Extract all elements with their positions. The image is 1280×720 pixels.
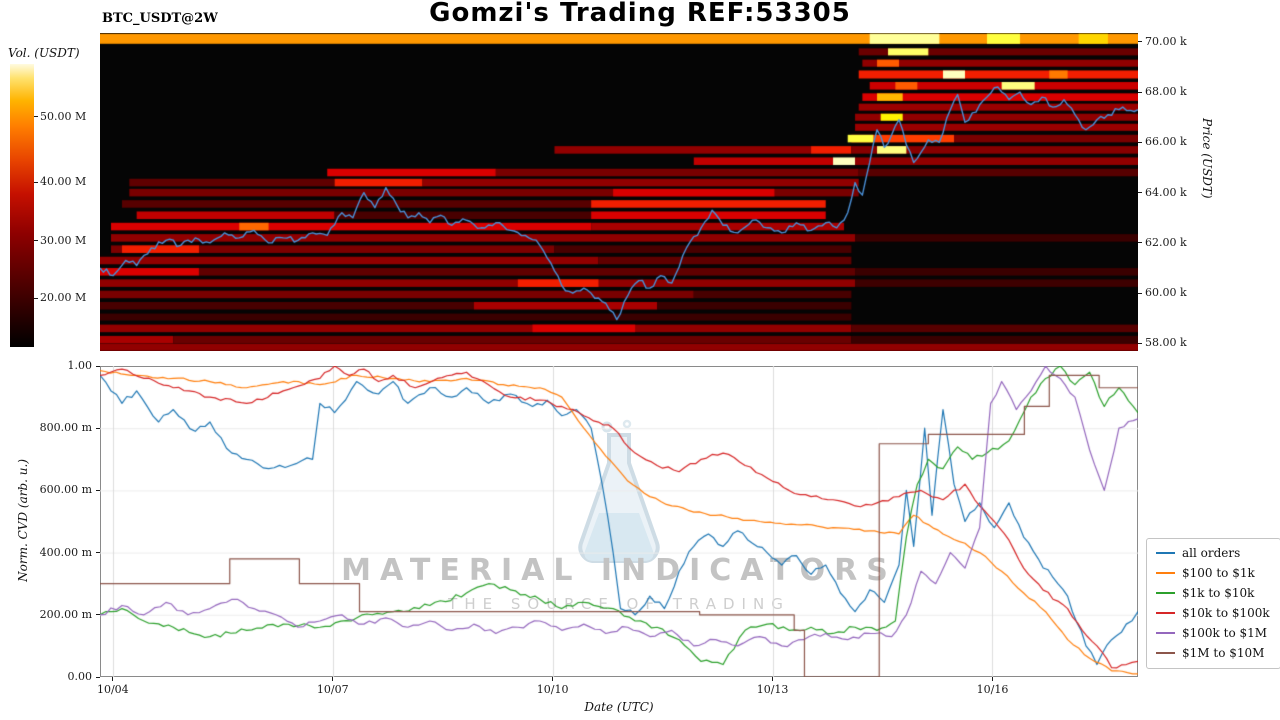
price-tick-label: 64.00 k xyxy=(1145,185,1187,199)
legend-line-swatch xyxy=(1156,612,1175,614)
colorbar-tick-label: 30.00 M xyxy=(40,233,87,247)
legend-entry: $100k to $1M xyxy=(1156,626,1270,640)
cvd-tick-label: 400.00 m xyxy=(39,545,92,559)
legend-label: $1M to $10M xyxy=(1182,646,1265,660)
price-axis-label: Price (USDT) xyxy=(1200,118,1214,199)
tick-mark xyxy=(34,240,38,242)
colorbar-tick-label: 50.00 M xyxy=(40,109,87,123)
legend-line-swatch xyxy=(1156,592,1175,594)
tick-mark xyxy=(112,677,114,681)
legend-label: $100k to $1M xyxy=(1182,626,1268,640)
date-tick-label: 10/13 xyxy=(756,683,789,696)
legend-entry: $100 to $1k xyxy=(1156,566,1270,580)
legend-line-swatch xyxy=(1156,632,1175,634)
tick-mark xyxy=(1138,192,1142,194)
price-tick-label: 70.00 k xyxy=(1145,34,1187,48)
volume-heatmap-canvas xyxy=(100,33,1138,351)
tick-mark xyxy=(96,427,100,429)
tick-mark xyxy=(1138,242,1142,244)
cvd-tick-label: 800.00 m xyxy=(39,421,92,435)
price-tick-label: 58.00 k xyxy=(1145,336,1187,350)
date-tick-label: 10/10 xyxy=(536,683,569,696)
colorbar-tick-label: 40.00 M xyxy=(40,175,87,189)
date-tick-label: 10/16 xyxy=(976,683,1009,696)
cvd-tick-label: 0.00 xyxy=(67,670,93,683)
tick-mark xyxy=(34,116,38,118)
legend-label: $10k to $100k xyxy=(1182,606,1270,620)
legend-label: $1k to $10k xyxy=(1182,586,1255,600)
tick-mark xyxy=(34,297,38,299)
price-tick-label: 62.00 k xyxy=(1145,235,1187,249)
legend-entry: $1k to $10k xyxy=(1156,586,1270,600)
tick-mark xyxy=(1138,91,1142,93)
symbol-label: BTC_USDT@2W xyxy=(102,11,218,26)
date-axis-label: Date (UTC) xyxy=(584,700,654,714)
tick-mark xyxy=(332,677,334,681)
legend-label: all orders xyxy=(1182,546,1241,560)
tick-mark xyxy=(96,614,100,616)
tick-mark xyxy=(1138,41,1142,43)
legend-entry: $1M to $10M xyxy=(1156,646,1270,660)
legend-line-swatch xyxy=(1156,652,1175,654)
tick-mark xyxy=(96,552,100,554)
volume-colorbar xyxy=(10,64,34,347)
cvd-tick-label: 200.00 m xyxy=(39,607,92,621)
tick-mark xyxy=(552,677,554,681)
tick-mark xyxy=(96,676,100,678)
tick-mark xyxy=(772,677,774,681)
tick-mark xyxy=(96,489,100,491)
price-tick-label: 68.00 k xyxy=(1145,85,1187,99)
tick-mark xyxy=(34,181,38,183)
colorbar-tick-label: 20.00 M xyxy=(40,291,87,305)
legend-entry: $10k to $100k xyxy=(1156,606,1270,620)
tick-mark xyxy=(991,677,993,681)
tick-mark xyxy=(1138,141,1142,143)
legend-line-swatch xyxy=(1156,552,1175,554)
date-tick-label: 10/04 xyxy=(96,683,129,696)
tick-mark xyxy=(96,365,100,367)
legend-label: $100 to $1k xyxy=(1182,566,1255,580)
page-title: Gomzi's Trading REF:53305 xyxy=(429,0,851,28)
price-tick-label: 60.00 k xyxy=(1145,286,1187,300)
date-tick-label: 10/07 xyxy=(316,683,349,696)
cvd-axis-label: Norm. CVD (arb. u.) xyxy=(16,458,30,582)
tick-mark xyxy=(1138,342,1142,344)
legend: all orders $100 to $1k $1k to $10k $10k to … xyxy=(1146,538,1280,669)
cvd-tick-label: 600.00 m xyxy=(39,483,92,497)
colorbar-label: Vol. (USDT) xyxy=(8,46,80,60)
tick-mark xyxy=(1138,292,1142,294)
cvd-tick-label: 1.00 xyxy=(67,359,93,372)
cvd-chart-canvas xyxy=(100,366,1138,677)
price-tick-label: 66.00 k xyxy=(1145,135,1187,149)
legend-line-swatch xyxy=(1156,572,1175,574)
legend-entry: all orders xyxy=(1156,546,1270,560)
